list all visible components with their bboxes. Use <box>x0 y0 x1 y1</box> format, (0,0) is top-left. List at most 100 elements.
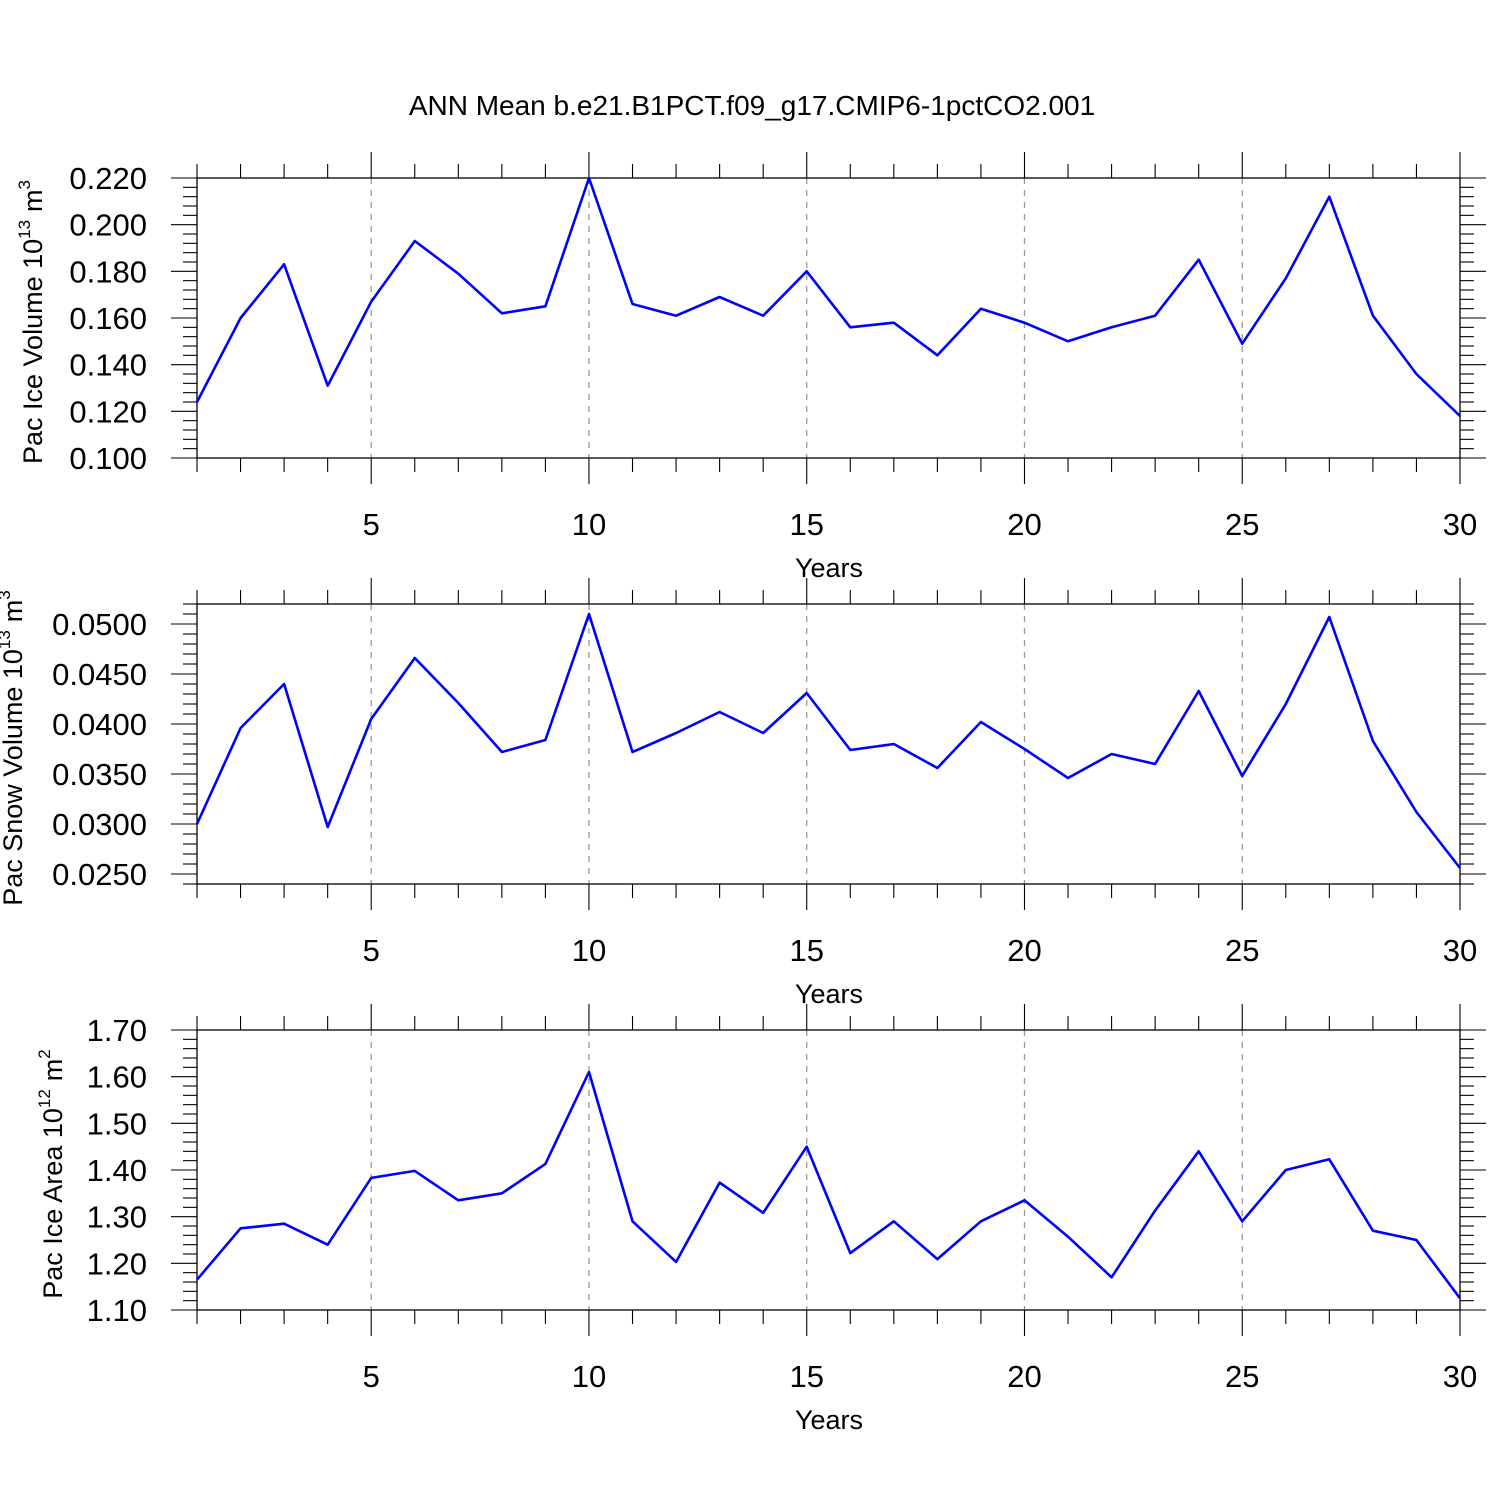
y-tick-label: 1.70 <box>87 1013 147 1048</box>
y-tick-label: 0.0500 <box>52 607 147 642</box>
data-point <box>1066 339 1070 343</box>
data-point <box>892 1219 896 1223</box>
y-axis-label-superscript: 13 <box>15 220 34 239</box>
data-point <box>718 295 722 299</box>
y-tick-label: 1.60 <box>87 1060 147 1095</box>
data-point <box>805 269 809 273</box>
data-point <box>761 731 765 735</box>
data-point <box>1458 414 1462 418</box>
data-point <box>1066 776 1070 780</box>
y-tick-label: 1.20 <box>87 1246 147 1281</box>
y-axis-label-superscript: 2 <box>35 1049 54 1058</box>
data-point <box>413 656 417 660</box>
data-point <box>805 1145 809 1149</box>
y-axis-label-text: m <box>18 189 48 212</box>
y-tick-label: 0.220 <box>69 161 147 196</box>
series-line <box>195 176 1461 417</box>
data-point <box>239 726 243 730</box>
data-point <box>674 1260 678 1264</box>
data-point <box>979 720 983 724</box>
x-axis-label: Years <box>795 979 863 1009</box>
data-point <box>674 314 678 318</box>
plot-frame <box>196 177 1461 459</box>
data-point <box>1371 1229 1375 1233</box>
y-tick-label: 0.0250 <box>52 857 147 892</box>
data-point <box>1414 810 1418 814</box>
x-tick-label: 25 <box>1225 1359 1259 1394</box>
data-point <box>456 1198 460 1202</box>
series-line <box>196 1070 1462 1300</box>
data-point <box>1284 276 1288 280</box>
data-point <box>979 307 983 311</box>
y-axis-label-superscript: 3 <box>0 590 14 599</box>
y-axis-label: Pac Ice Volume 1013 m3 <box>15 180 48 464</box>
data-point <box>1371 739 1375 743</box>
data-point <box>1414 372 1418 376</box>
data-point <box>326 384 330 388</box>
y-tick-label: 0.0450 <box>52 657 147 692</box>
data-point <box>935 353 939 357</box>
data-point <box>1240 774 1244 778</box>
data-point <box>1153 314 1157 318</box>
data-point <box>761 1211 765 1215</box>
y-tick-label: 0.120 <box>69 394 147 429</box>
y-axis-label-text: m <box>0 600 28 623</box>
data-point <box>848 1251 852 1255</box>
x-tick-label: 15 <box>789 933 823 968</box>
data-point <box>543 304 547 308</box>
x-tick-label: 15 <box>789 1359 823 1394</box>
x-tick-label: 30 <box>1443 933 1477 968</box>
x-tick-label: 5 <box>363 507 380 542</box>
data-point <box>718 1181 722 1185</box>
x-tick-label: 30 <box>1443 507 1477 542</box>
data-point <box>195 400 199 404</box>
y-axis-label-superscript: 3 <box>15 180 34 189</box>
x-tick-label: 30 <box>1443 1359 1477 1394</box>
data-point <box>195 1278 199 1282</box>
y-tick-label: 0.180 <box>69 254 147 289</box>
data-point <box>1110 325 1114 329</box>
x-axis-label: Years <box>795 553 863 583</box>
data-point <box>282 262 286 266</box>
data-point <box>456 701 460 705</box>
data-point <box>1110 752 1114 756</box>
data-point <box>282 1222 286 1226</box>
chart-title: ANN Mean b.e21.B1PCT.f09_g17.CMIP6-1pctC… <box>409 90 1095 121</box>
y-tick-label: 0.100 <box>69 441 147 476</box>
data-point <box>1414 1238 1418 1242</box>
data-point <box>1371 314 1375 318</box>
data-point <box>631 750 635 754</box>
data-point <box>848 325 852 329</box>
y-axis-label-text: Pac Ice Volume 10 <box>18 239 48 464</box>
y-tick-label: 0.0400 <box>52 707 147 742</box>
x-tick-label: 5 <box>363 933 380 968</box>
x-tick-label: 25 <box>1225 507 1259 542</box>
y-tick-label: 0.200 <box>69 208 147 243</box>
x-axis-label: Years <box>795 1405 863 1435</box>
data-point <box>500 750 504 754</box>
data-point <box>1458 866 1462 870</box>
data-point <box>239 316 243 320</box>
data-point <box>805 691 809 695</box>
data-point <box>761 314 765 318</box>
data-point <box>369 300 373 304</box>
panel-1: 0.100 0.120 0.140 0.160 0.180 0.200 0.220 5 10 15… <box>15 152 1486 583</box>
data-point <box>413 239 417 243</box>
data-point <box>369 717 373 721</box>
data-point <box>500 1191 504 1195</box>
y-tick-label: 1.10 <box>87 1293 147 1328</box>
y-axis-label: Pac Snow Volume 1013 m3 <box>0 590 28 906</box>
y-tick-label: 0.160 <box>69 301 147 336</box>
y-tick-label: 0.140 <box>69 348 147 383</box>
data-point <box>326 825 330 829</box>
y-axis-label-text: Pac Ice Area 10 <box>38 1108 68 1299</box>
y-axis-label-superscript: 12 <box>35 1089 54 1108</box>
data-point <box>1022 321 1026 325</box>
y-tick-label: 1.50 <box>87 1106 147 1141</box>
series-line <box>195 612 1462 869</box>
data-point <box>326 1243 330 1247</box>
data-point <box>892 742 896 746</box>
x-tick-label: 25 <box>1225 933 1259 968</box>
plot-frame <box>196 1029 1461 1311</box>
